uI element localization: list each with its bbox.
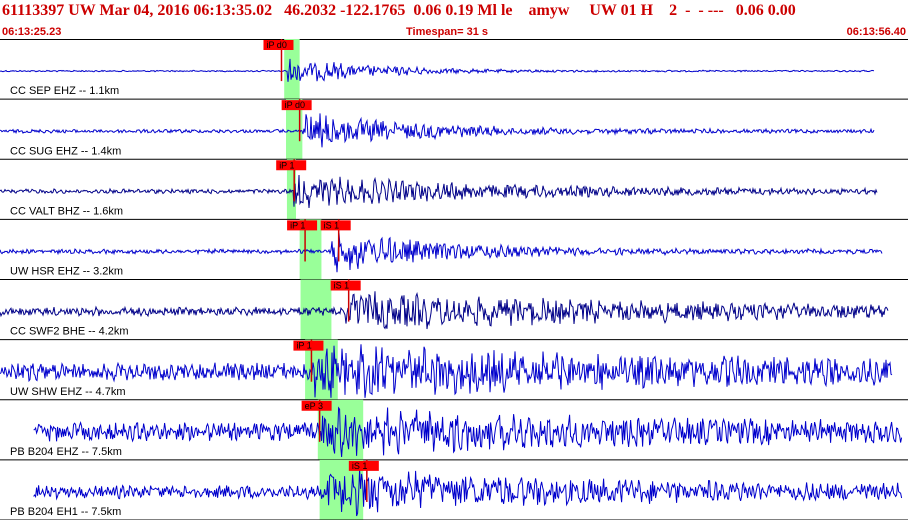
phase-pick-flag[interactable] xyxy=(293,340,324,351)
pick-window-highlight xyxy=(286,159,297,220)
waveform-trace xyxy=(0,291,889,330)
phase-pick-flag[interactable] xyxy=(320,220,351,231)
channel-label: UW SHW EHZ -- 4.7km xyxy=(10,386,126,398)
phase-pick-flag[interactable] xyxy=(330,280,361,291)
waveform-trace xyxy=(0,58,875,82)
phase-pick-flag[interactable] xyxy=(263,40,294,50)
channel-panel[interactable]: iP 1 iS 1 UW HSR EHZ -- 3.2km xyxy=(0,219,908,280)
phase-pick-flag[interactable] xyxy=(281,100,312,111)
waveform-trace xyxy=(0,113,875,148)
phase-pick-label: iP 1 xyxy=(279,160,294,170)
waveform-trace xyxy=(0,344,893,398)
event-header: 61113397 UW Mar 04, 2016 06:13:35.02 46.… xyxy=(0,0,908,38)
end-time-label: 06:13:56.40 xyxy=(846,26,906,38)
channel-panel[interactable]: iS 1 CC SWF2 BHE -- 4.2km xyxy=(0,279,908,341)
phase-pick-label: eP 3 xyxy=(305,401,323,411)
phase-pick-label: iP d0 xyxy=(285,100,305,110)
pick-window-highlight xyxy=(286,99,303,160)
phase-pick-flag[interactable] xyxy=(287,220,318,231)
channel-label: CC SUG EHZ -- 1.4km xyxy=(10,145,121,157)
phase-pick-flag[interactable] xyxy=(301,400,332,411)
channel-panel[interactable]: iS 1 PB B204 EH1 -- 7.5km xyxy=(0,459,908,520)
timespan-label: Timespan= 31 s xyxy=(406,26,489,38)
channel-panel[interactable]: iP 1 UW SHW EHZ -- 4.7km xyxy=(0,339,908,401)
phase-pick-label: iS 1 xyxy=(324,220,340,230)
waveform-trace xyxy=(33,469,903,517)
channel-panel[interactable]: eP 3 PB B204 EHZ -- 7.5km xyxy=(0,399,908,461)
start-time-label: 06:13:25.23 xyxy=(2,26,62,38)
channel-label: PB B204 EHZ -- 7.5km xyxy=(10,446,122,458)
phase-pick-flag[interactable] xyxy=(348,460,379,471)
phase-pick-label: iP 1 xyxy=(290,220,305,230)
phase-pick-label: iS 1 xyxy=(334,281,350,291)
channel-panel[interactable]: iP 1 CC VALT BHZ -- 1.6km xyxy=(0,159,908,220)
seismogram-panel[interactable]: iP d0 CC SEP EHZ -- 1.1km iP d0 CC SUG EHZ … xyxy=(0,39,908,520)
phase-pick-label: iP d0 xyxy=(266,40,286,50)
phase-pick-label: iS 1 xyxy=(352,461,368,471)
channel-panel[interactable]: iP d0 CC SEP EHZ -- 1.1km xyxy=(0,39,908,100)
waveform-trace xyxy=(0,174,878,208)
channel-label: CC SWF2 BHE -- 4.2km xyxy=(10,326,129,338)
phase-pick-label: iP 1 xyxy=(296,341,311,351)
pick-window-highlight xyxy=(284,39,300,100)
channel-label: CC SEP EHZ -- 1.1km xyxy=(10,85,119,97)
channel-label: CC VALT BHZ -- 1.6km xyxy=(10,205,123,217)
waveform-trace xyxy=(0,232,883,273)
channel-label: UW HSR EHZ -- 3.2km xyxy=(10,266,123,278)
channel-label: PB B204 EH1 -- 7.5km xyxy=(10,506,121,518)
waveform-trace xyxy=(33,406,903,458)
event-summary-line: 61113397 UW Mar 04, 2016 06:13:35.02 46.… xyxy=(2,2,796,19)
phase-pick-flag[interactable] xyxy=(276,160,307,171)
channel-panel[interactable]: iP d0 CC SUG EHZ -- 1.4km xyxy=(0,99,908,160)
